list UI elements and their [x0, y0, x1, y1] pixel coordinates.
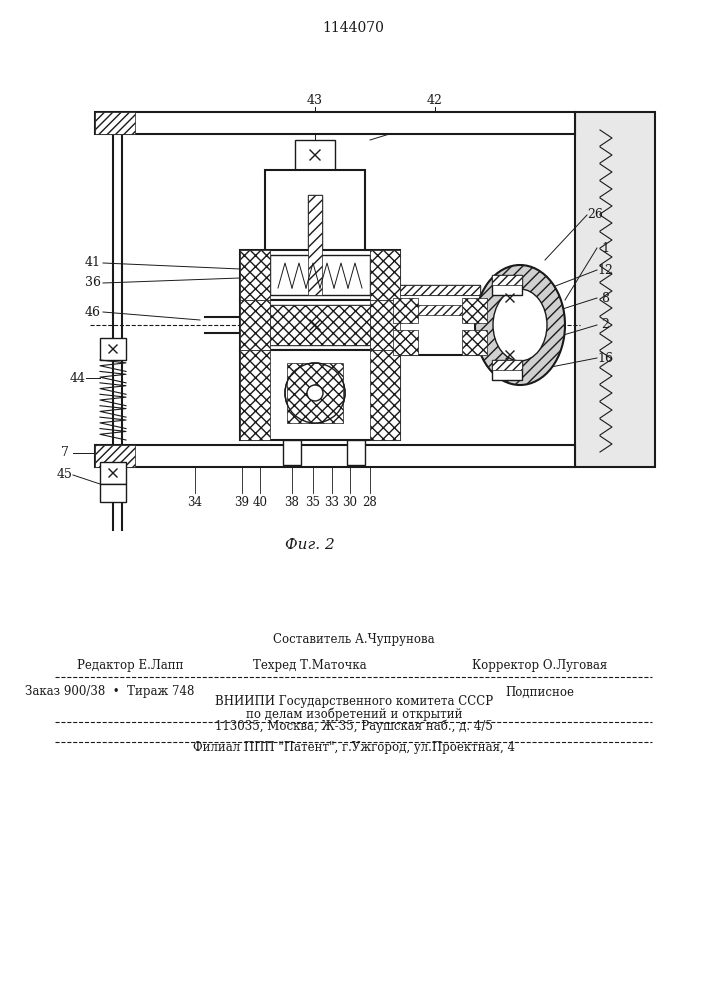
- Bar: [240, 300, 400, 350]
- Bar: [393, 298, 418, 323]
- Bar: [283, 440, 301, 465]
- Bar: [492, 360, 522, 370]
- Bar: [492, 275, 522, 285]
- Text: 30: 30: [342, 496, 358, 510]
- Text: 45: 45: [57, 468, 73, 482]
- Bar: [370, 350, 400, 440]
- Text: Редактор Е.Лапп: Редактор Е.Лапп: [77, 658, 183, 672]
- Text: 8: 8: [601, 292, 609, 304]
- Text: 7: 7: [61, 446, 69, 460]
- Bar: [100, 338, 126, 360]
- Bar: [100, 484, 126, 502]
- Bar: [240, 300, 270, 350]
- Bar: [95, 112, 575, 134]
- Bar: [95, 445, 135, 467]
- Bar: [347, 440, 365, 465]
- Text: 2: 2: [601, 318, 609, 332]
- Bar: [370, 250, 400, 300]
- Text: 46: 46: [85, 306, 101, 318]
- Text: 38: 38: [284, 496, 300, 510]
- Text: по делам изобретений и открытий: по делам изобретений и открытий: [246, 707, 462, 721]
- Bar: [295, 140, 335, 170]
- Text: 36: 36: [85, 276, 101, 290]
- Text: Составитель А.Чупрунова: Составитель А.Чупрунова: [273, 634, 435, 647]
- Bar: [492, 275, 522, 295]
- Bar: [240, 250, 400, 300]
- Text: Филиал ППП "Патент", г.Ужгород, ул.Проектная, 4: Филиал ППП "Патент", г.Ужгород, ул.Проек…: [193, 742, 515, 754]
- Text: 28: 28: [363, 496, 378, 510]
- Bar: [270, 305, 370, 345]
- Bar: [400, 285, 480, 315]
- Text: Фиг. 2: Фиг. 2: [285, 538, 335, 552]
- Bar: [95, 445, 575, 467]
- Text: 113035, Москва, Ж-35, Раушская наб., д. 4/5: 113035, Москва, Ж-35, Раушская наб., д. …: [215, 719, 493, 733]
- Text: 35: 35: [305, 496, 320, 510]
- Text: 26: 26: [587, 209, 603, 222]
- Text: 1: 1: [601, 241, 609, 254]
- Text: 34: 34: [187, 496, 202, 510]
- Text: 42: 42: [427, 94, 443, 106]
- Text: Корректор О.Луговая: Корректор О.Луговая: [472, 658, 607, 672]
- Text: 44: 44: [70, 371, 86, 384]
- Circle shape: [285, 363, 345, 423]
- Bar: [240, 350, 400, 440]
- Bar: [270, 255, 370, 295]
- Text: 39: 39: [235, 496, 250, 510]
- Bar: [240, 250, 270, 300]
- Bar: [308, 195, 322, 295]
- Circle shape: [307, 385, 323, 401]
- Text: 16: 16: [597, 352, 613, 364]
- Bar: [95, 112, 135, 134]
- Text: 33: 33: [325, 496, 339, 510]
- Bar: [240, 350, 270, 440]
- Text: 1144070: 1144070: [322, 21, 384, 35]
- Text: Подписное: Подписное: [506, 686, 575, 698]
- Text: 41: 41: [85, 256, 101, 269]
- Text: ВНИИПИ Государственного комитета СССР: ВНИИПИ Государственного комитета СССР: [215, 696, 493, 708]
- Bar: [462, 330, 487, 355]
- Bar: [492, 360, 522, 380]
- Bar: [575, 112, 655, 467]
- Text: 40: 40: [252, 496, 267, 510]
- Bar: [462, 298, 487, 323]
- Bar: [270, 305, 370, 345]
- Bar: [400, 305, 480, 315]
- Bar: [308, 195, 322, 295]
- Ellipse shape: [493, 289, 547, 361]
- Text: 43: 43: [307, 94, 323, 106]
- Text: 12: 12: [597, 263, 613, 276]
- Polygon shape: [575, 112, 660, 467]
- Text: Заказ 900/38  •  Тираж 748: Заказ 900/38 • Тираж 748: [25, 686, 194, 698]
- Bar: [393, 330, 418, 355]
- Bar: [265, 170, 365, 280]
- Bar: [100, 462, 126, 484]
- Bar: [370, 300, 400, 350]
- Bar: [390, 295, 490, 355]
- Text: Техред Т.Маточка: Техред Т.Маточка: [253, 658, 367, 672]
- Bar: [400, 285, 480, 295]
- Bar: [287, 363, 343, 423]
- Ellipse shape: [475, 265, 565, 385]
